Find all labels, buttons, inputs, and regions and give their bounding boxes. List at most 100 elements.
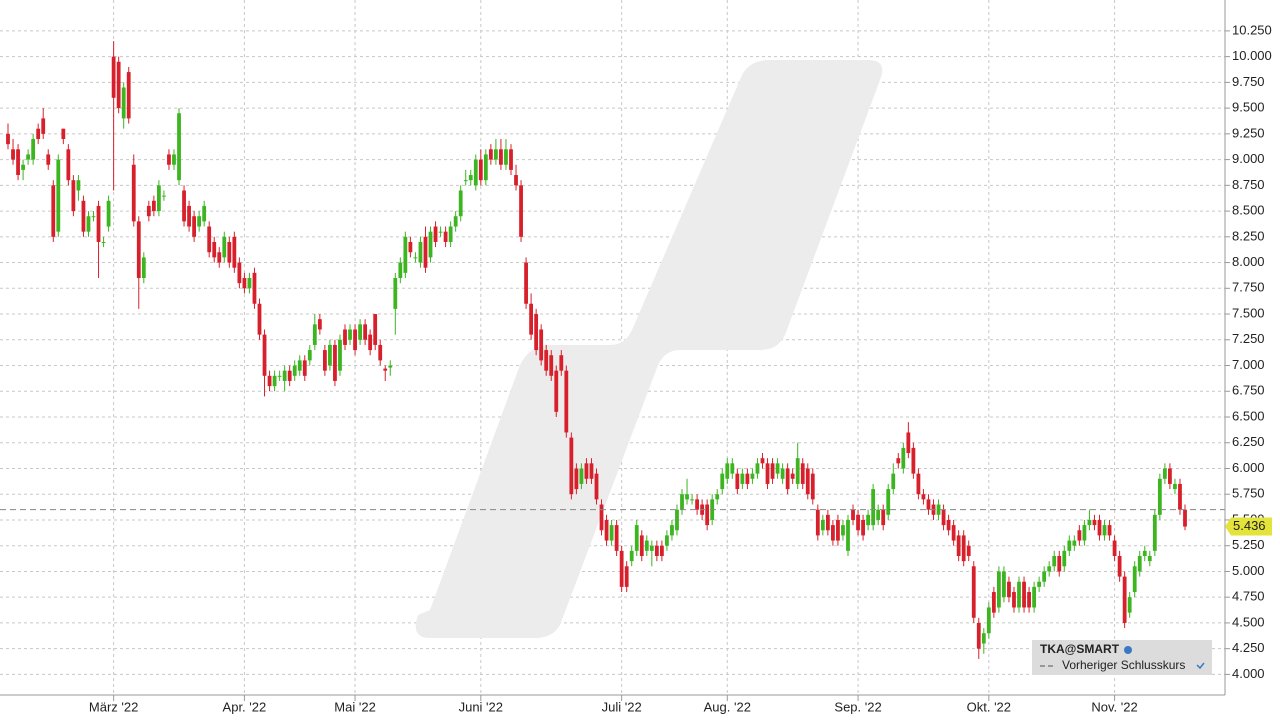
candle-body: [86, 216, 91, 232]
candle-body: [986, 607, 991, 634]
last-price-label: 5.436: [1233, 518, 1266, 533]
candle-body: [795, 458, 800, 484]
y-tick-label: 6.250: [1232, 434, 1265, 449]
x-tick-label: Sep. '22: [834, 699, 881, 714]
candle-body: [46, 154, 51, 165]
candle-body: [11, 149, 15, 160]
candle-body: [363, 324, 368, 340]
candle-body: [463, 180, 468, 182]
candle-body: [966, 545, 971, 556]
candle-body: [941, 509, 946, 526]
candle-body: [1032, 586, 1037, 608]
candle-body: [886, 489, 891, 515]
candle-body: [755, 463, 760, 474]
candle-body: [408, 241, 413, 253]
candle-body: [192, 216, 197, 237]
candle-body: [433, 226, 438, 242]
y-tick-label: 7.000: [1232, 357, 1265, 372]
candle-body: [21, 164, 25, 170]
candle-body: [61, 128, 66, 139]
candle-body: [775, 463, 780, 474]
candle-body: [740, 473, 745, 484]
candle-body: [534, 314, 539, 351]
candle-body: [257, 303, 262, 335]
candle-body: [514, 175, 518, 186]
candle-body: [398, 262, 403, 278]
candle-body: [393, 278, 398, 309]
candle-body: [438, 231, 443, 233]
candle-body: [1022, 581, 1026, 608]
candle-body: [846, 519, 850, 551]
candle-body: [649, 545, 654, 551]
candle-body: [509, 149, 513, 170]
candle-body: [841, 525, 845, 536]
candle-body: [126, 72, 131, 119]
candle-body: [473, 159, 478, 186]
candle-body: [891, 473, 896, 490]
candle-body: [287, 370, 292, 381]
last-price-tag: [1225, 517, 1272, 536]
candle-body: [926, 499, 931, 510]
candle-body: [353, 329, 357, 351]
candle-body: [413, 257, 418, 259]
candle-body: [151, 200, 156, 212]
candle-body: [187, 205, 191, 227]
candle-body: [106, 200, 111, 227]
candle-body: [378, 344, 383, 361]
candle-body: [519, 185, 523, 237]
candle-body: [131, 164, 136, 222]
candle-body: [1017, 581, 1021, 608]
legend-check[interactable]: [1196, 662, 1205, 670]
candle-body: [680, 494, 684, 510]
candle-body: [1067, 540, 1072, 551]
y-tick-label: 9.000: [1232, 151, 1265, 166]
y-tick-label: 4.000: [1232, 666, 1265, 681]
y-tick-label: 9.750: [1232, 74, 1265, 89]
candle-body: [831, 525, 835, 541]
x-tick-label: Juni '22: [459, 699, 503, 714]
candle-body: [1162, 468, 1167, 479]
candle-body: [418, 241, 423, 263]
candle-body: [810, 473, 815, 500]
candle-body: [554, 370, 559, 412]
candle-body: [906, 432, 911, 454]
candle-body: [996, 571, 1001, 608]
y-tick-label: 8.500: [1232, 203, 1265, 218]
candle-body: [478, 159, 483, 181]
candle-body: [1183, 509, 1187, 527]
legend-box: [1032, 640, 1212, 675]
y-tick-label: 6.750: [1232, 383, 1265, 398]
x-tick-label: März '22: [89, 699, 138, 714]
candle-body: [76, 180, 81, 191]
candle-body: [856, 514, 860, 531]
candle-body: [569, 437, 574, 495]
candle-body: [1097, 519, 1102, 536]
candle-body: [800, 463, 805, 484]
x-tick-label: Aug. '22: [704, 699, 751, 714]
candle-body: [172, 154, 176, 165]
candle-body: [1057, 556, 1062, 572]
candle-body: [1152, 514, 1157, 551]
candle-body: [524, 262, 528, 304]
candle-body: [101, 241, 106, 243]
candle-body: [51, 185, 56, 237]
candle-body: [579, 468, 584, 484]
candle-body: [428, 231, 433, 258]
candle-body: [584, 463, 589, 479]
y-tick-label: 8.250: [1232, 228, 1265, 243]
candle-body: [207, 226, 212, 253]
candle-body: [745, 473, 750, 484]
candle-body: [1052, 556, 1057, 567]
candle-body: [629, 550, 634, 562]
y-tick-label: 8.000: [1232, 254, 1265, 269]
y-tick-label: 7.500: [1232, 305, 1265, 320]
candle-body: [1127, 597, 1132, 613]
candle-body: [232, 236, 237, 268]
legend-icon[interactable]: [1124, 646, 1132, 654]
candle-body: [1173, 483, 1177, 490]
candle-body: [41, 118, 46, 134]
candle-body: [328, 344, 332, 366]
candle-body: [96, 205, 101, 242]
candle-body: [448, 226, 453, 242]
candle-body: [267, 375, 272, 387]
